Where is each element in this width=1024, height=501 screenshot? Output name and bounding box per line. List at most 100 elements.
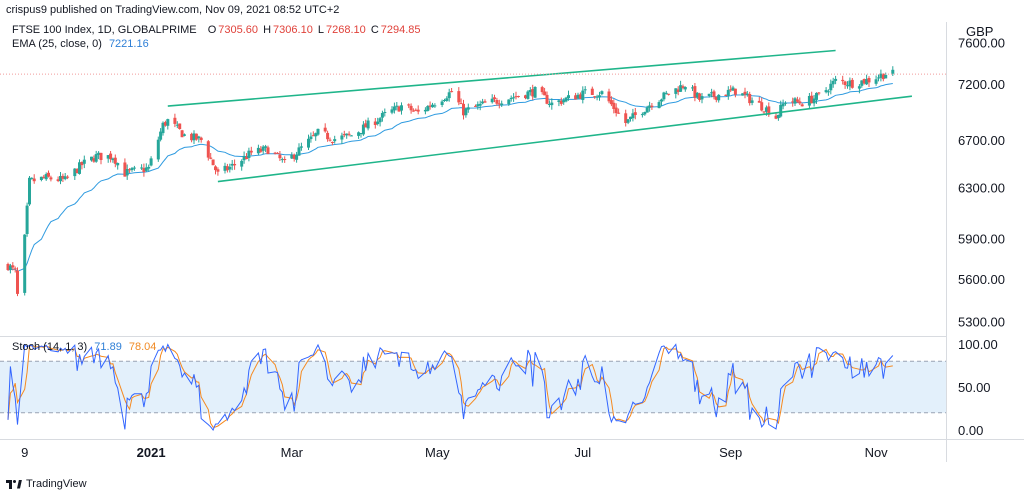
candle-body	[206, 141, 210, 158]
candle-body	[691, 87, 694, 89]
candle-body	[843, 81, 847, 85]
legend-ema-row: EMA (25, close, 0) 7221.16	[12, 38, 149, 50]
price-tick-label: 6300.00	[958, 181, 1005, 196]
candle-body	[25, 205, 29, 234]
tradingview-logo[interactable]: TradingView	[6, 478, 87, 490]
candle-body	[228, 166, 232, 170]
candle-body	[547, 104, 551, 105]
candle-body	[617, 112, 621, 114]
candle-body	[180, 130, 184, 138]
candle-body	[97, 152, 101, 155]
candle-body	[748, 94, 752, 104]
candle-body	[857, 86, 861, 89]
candle-body	[380, 113, 384, 118]
candle-body	[407, 104, 411, 106]
price-tick-label: 7600.00	[958, 35, 1005, 50]
candle-body	[733, 88, 737, 95]
candle-body	[512, 97, 516, 99]
candle-body	[862, 79, 866, 84]
channel-lower-line	[217, 95, 913, 183]
candle-body	[416, 109, 420, 112]
candle-body	[140, 167, 144, 169]
candle-body	[192, 133, 196, 141]
candle-body	[8, 265, 12, 270]
candle-body	[478, 103, 482, 106]
candle-body	[178, 123, 182, 129]
price-tick-label: 6700.00	[958, 133, 1005, 148]
candle-body	[345, 133, 349, 136]
stoch-k-line	[7, 343, 894, 431]
candle-body	[848, 80, 852, 87]
open-value: 7305.60	[218, 24, 259, 36]
stoch-tick-label: 50.00	[958, 380, 991, 395]
candle-body	[183, 134, 186, 136]
candle-body	[590, 88, 594, 95]
candle-body	[130, 168, 134, 170]
candle-body	[163, 122, 167, 126]
candle-body	[123, 162, 127, 177]
candle-body	[528, 90, 532, 93]
candle-body	[812, 98, 816, 104]
candle-body	[724, 94, 728, 96]
candle-body	[867, 78, 871, 83]
candle-body	[259, 148, 263, 152]
candle-body	[545, 94, 549, 104]
candle-body	[850, 79, 854, 88]
symbol-title[interactable]: FTSE 100 Index, 1D, GLOBALPRIME	[12, 24, 197, 36]
candle-body	[223, 165, 227, 171]
candle-body	[166, 119, 170, 126]
candle-body	[600, 91, 604, 95]
candle-body	[729, 89, 733, 91]
candle-body	[66, 176, 70, 178]
candle-body	[423, 109, 427, 112]
candle-body	[807, 96, 811, 106]
candle-body	[216, 169, 220, 172]
candle-body	[73, 168, 77, 177]
candle-body	[161, 122, 165, 134]
candle-body	[674, 88, 678, 94]
ema-value: 7221.16	[108, 38, 149, 50]
candle-body	[884, 74, 888, 79]
candle-body	[266, 147, 270, 154]
candle-body	[784, 102, 787, 104]
candle-body	[831, 80, 835, 85]
stoch-label[interactable]: Stoch (14, 1, 3)	[12, 341, 88, 353]
candle-body	[776, 114, 780, 119]
ema-label[interactable]: EMA (25, close, 0)	[12, 38, 102, 50]
candle-body	[92, 158, 96, 162]
candle-body	[462, 103, 465, 116]
candle-body	[562, 100, 566, 103]
candle-body	[211, 159, 215, 166]
candle-body	[142, 168, 146, 172]
high-label: H	[263, 24, 272, 36]
candle-body	[392, 106, 396, 111]
tradingview-brand: TradingView	[26, 478, 87, 490]
stoch-tick-label: 100.00	[958, 337, 998, 352]
candle-body	[242, 156, 246, 161]
candle-body	[330, 142, 334, 143]
candle-body	[707, 93, 711, 96]
candle-body	[299, 146, 303, 148]
candle-body	[578, 94, 582, 99]
candle-body	[829, 83, 833, 91]
candle-body	[874, 79, 878, 84]
candle-body	[30, 177, 34, 179]
legend-symbol-row: FTSE 100 Index, 1D, GLOBALPRIME O 7305.60…	[12, 24, 423, 36]
candle-body	[32, 178, 36, 182]
candle-body	[664, 92, 668, 94]
candle-body	[383, 112, 387, 113]
candle-body	[757, 100, 761, 103]
candle-body	[61, 175, 65, 179]
candle-body	[631, 113, 635, 119]
candle-body	[106, 155, 110, 159]
candle-body	[249, 150, 253, 153]
candle-body	[292, 154, 296, 159]
candle-body	[316, 128, 320, 135]
candle-body	[483, 101, 487, 103]
candle-body	[583, 89, 587, 91]
candle-body	[395, 105, 399, 107]
candle-body	[347, 133, 351, 135]
candle-body	[476, 104, 480, 107]
candle-body	[361, 124, 365, 135]
